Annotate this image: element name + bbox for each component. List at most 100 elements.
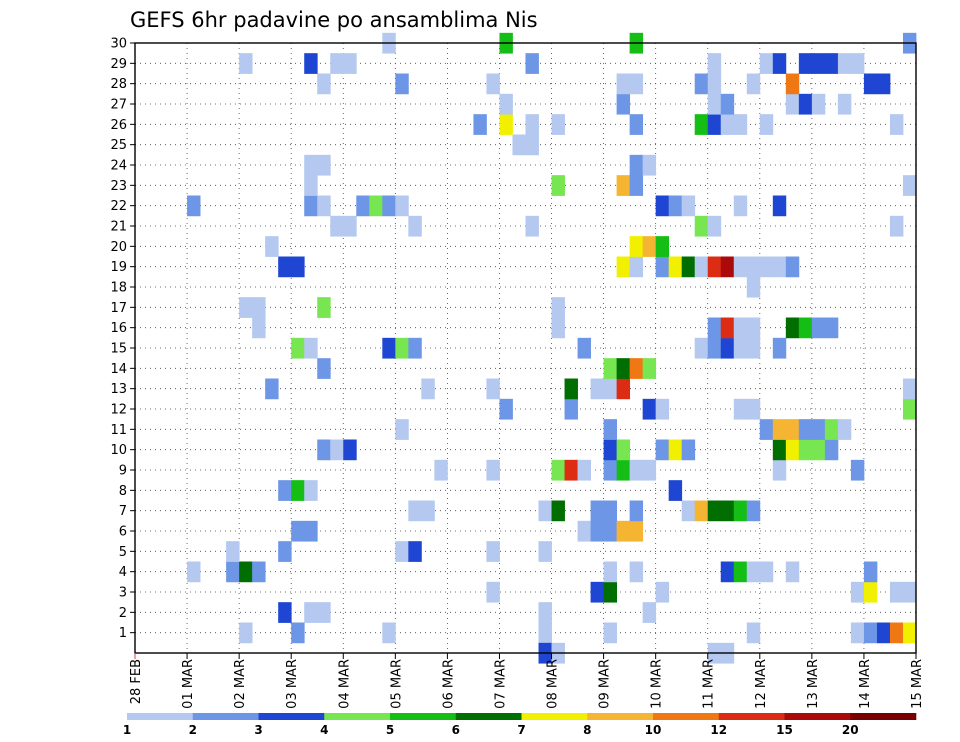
- colorbar-swatch: [455, 713, 522, 720]
- x-tick-label: 12 MAR: [754, 659, 769, 709]
- data-cell: [590, 500, 604, 522]
- data-cell: [239, 622, 253, 644]
- data-cell: [668, 439, 683, 461]
- data-cell: [720, 256, 735, 278]
- data-cell: [746, 256, 761, 278]
- colorbar-swatch: [718, 713, 785, 720]
- data-cell: [707, 256, 722, 278]
- data-cell: [681, 500, 696, 522]
- x-tick-label: 13 MAR: [806, 659, 821, 709]
- data-cell: [889, 581, 904, 603]
- data-cell: [902, 581, 917, 603]
- colorbar-tick-label: 8: [583, 723, 591, 737]
- data-cell: [499, 114, 513, 135]
- y-tick-label: 15: [110, 342, 127, 357]
- y-tick-label: 30: [110, 37, 127, 52]
- data-cell: [772, 53, 787, 74]
- data-cell: [252, 317, 266, 339]
- x-tick-label: 07 MAR: [493, 659, 508, 709]
- data-cell: [642, 398, 657, 420]
- data-cell: [629, 175, 644, 196]
- data-cell: [304, 520, 318, 542]
- y-tick-label: 10: [110, 443, 127, 458]
- data-cell: [694, 215, 709, 237]
- data-cell: [538, 602, 552, 623]
- data-cell: [629, 500, 644, 522]
- data-cell: [681, 256, 696, 278]
- colorbar-swatch: [784, 713, 851, 720]
- colorbar-swatch: [258, 713, 325, 720]
- colorbar-swatch: [390, 713, 457, 720]
- data-cell: [655, 439, 670, 461]
- data-cell: [564, 398, 578, 420]
- data-cell: [707, 114, 722, 135]
- data-cell: [837, 93, 852, 115]
- data-cell: [733, 561, 748, 583]
- data-cell: [317, 195, 331, 217]
- data-cell: [421, 378, 435, 400]
- data-cell: [603, 622, 618, 644]
- data-cell: [590, 520, 604, 542]
- data-cell: [720, 93, 735, 115]
- data-cell: [525, 134, 539, 156]
- data-cell: [824, 419, 839, 440]
- data-cell: [759, 256, 774, 278]
- colorbar-tick-label: 1: [123, 723, 131, 737]
- data-cell: [395, 195, 409, 217]
- data-cell: [655, 195, 670, 217]
- data-cell: [720, 337, 735, 359]
- data-cell: [733, 317, 748, 339]
- data-cell: [512, 134, 526, 156]
- data-cell: [551, 175, 565, 196]
- data-cell: [811, 53, 826, 74]
- colorbar-swatch: [192, 713, 259, 720]
- data-cell: [590, 378, 604, 400]
- y-axis: 1234567891011121314151617181920212223242…: [110, 37, 135, 641]
- y-tick-label: 7: [119, 504, 127, 519]
- data-cell: [681, 195, 696, 217]
- data-cell: [837, 53, 852, 74]
- data-cell: [330, 439, 344, 461]
- x-tick-label: 04 MAR: [337, 659, 352, 709]
- colorbar-tick-label: 4: [320, 723, 328, 737]
- y-tick-label: 5: [119, 545, 127, 560]
- data-cell: [499, 93, 513, 115]
- data-cell: [408, 215, 422, 237]
- data-cell: [798, 419, 813, 440]
- data-cell: [551, 114, 565, 135]
- data-cell: [746, 500, 761, 522]
- data-cell: [642, 154, 657, 176]
- data-cell: [733, 114, 748, 135]
- x-tick-label: 15 MAR: [910, 659, 925, 709]
- data-cell: [629, 154, 644, 176]
- data-cell: [824, 317, 839, 339]
- data-cell: [850, 459, 865, 481]
- colorbar-swatch: [521, 713, 588, 720]
- data-cell: [382, 337, 396, 359]
- data-cell: [629, 114, 644, 135]
- data-cell: [694, 256, 709, 278]
- y-tick-label: 1: [119, 626, 127, 641]
- y-tick-label: 3: [119, 586, 127, 601]
- data-cell: [902, 398, 917, 420]
- data-cell: [577, 520, 591, 542]
- data-cell: [785, 439, 800, 461]
- y-tick-label: 2: [119, 606, 127, 621]
- data-cell: [733, 398, 748, 420]
- data-cell: [278, 480, 292, 501]
- x-axis: 28 FEB 01 MAR 02 MAR 03 MAR 04 MAR 05 MAR 06 M…: [129, 653, 925, 709]
- data-cell: [629, 358, 644, 379]
- data-cell: [551, 317, 565, 339]
- data-cell: [226, 561, 240, 583]
- data-cell: [291, 256, 305, 278]
- data-cell: [863, 561, 878, 583]
- x-tick-label: 28 FEB: [129, 659, 144, 704]
- colorbar-tick-label: 7: [517, 723, 525, 737]
- data-cell: [603, 581, 618, 603]
- y-tick-label: 14: [110, 362, 127, 377]
- data-cell: [265, 378, 279, 400]
- y-tick-label: 23: [110, 179, 127, 194]
- data-cell: [759, 114, 774, 135]
- data-cell: [902, 622, 917, 644]
- data-cell: [655, 256, 670, 278]
